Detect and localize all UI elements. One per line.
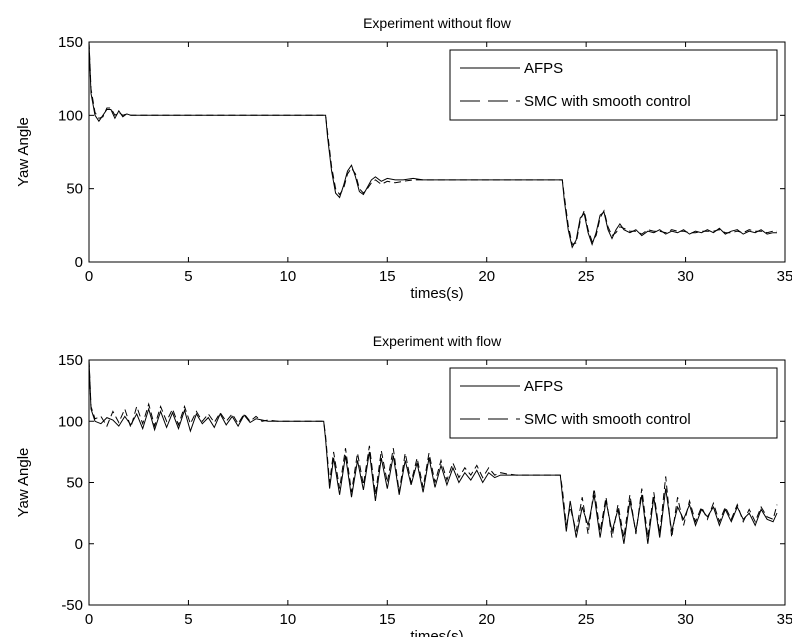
x-tick-label: 20 [478, 611, 495, 628]
legend: AFPS SMC with smooth control [449, 367, 778, 439]
x-tick-label: 25 [578, 611, 595, 628]
legend: AFPS SMC with smooth control [449, 49, 778, 121]
x-tick-label: 20 [478, 268, 495, 285]
x-tick-label: 35 [777, 268, 792, 285]
x-tick-label: 0 [85, 611, 93, 628]
x-axis-label: times(s) [410, 628, 463, 637]
x-tick-label: 35 [777, 611, 792, 628]
y-tick-label: -50 [61, 597, 83, 614]
y-axis-label: Yaw Angle [15, 117, 32, 187]
x-tick-label: 5 [184, 611, 192, 628]
x-tick-label: 10 [280, 611, 297, 628]
x-tick-label: 25 [578, 268, 595, 285]
y-tick-label: 50 [66, 181, 83, 198]
legend-label: AFPS [524, 60, 563, 77]
y-tick-label: 50 [66, 475, 83, 492]
x-tick-label: 30 [677, 268, 694, 285]
x-tick-label: 5 [184, 268, 192, 285]
y-axis-label: Yaw Angle [15, 448, 32, 518]
legend-label: AFPS [524, 378, 563, 395]
x-tick-label: 0 [85, 268, 93, 285]
x-tick-label: 10 [280, 268, 297, 285]
y-tick-label: 0 [75, 254, 83, 271]
x-tick-label: 15 [379, 611, 396, 628]
legend-box [449, 49, 778, 121]
legend-box [449, 367, 778, 439]
y-tick-label: 100 [58, 107, 83, 124]
chart-title: Experiment without flow [363, 15, 512, 31]
x-tick-label: 15 [379, 268, 396, 285]
y-tick-label: 150 [58, 352, 83, 369]
chart-title: Experiment with flow [373, 333, 502, 349]
y-tick-label: 0 [75, 536, 83, 553]
chart-panel-1: Experiment without flow 0 5 10 15 20 25 30 35 0 50… [15, 15, 792, 302]
y-tick-label: 100 [58, 413, 83, 430]
x-axis-label: times(s) [410, 285, 463, 302]
series-line-smc [88, 41, 777, 246]
y-tick-label: 150 [58, 34, 83, 51]
legend-label: SMC with smooth control [524, 93, 691, 110]
legend-label: SMC with smooth control [524, 411, 691, 428]
x-tick-label: 30 [677, 611, 694, 628]
